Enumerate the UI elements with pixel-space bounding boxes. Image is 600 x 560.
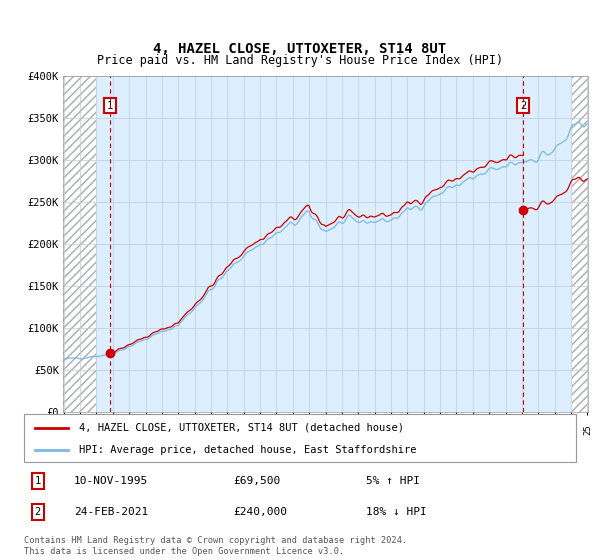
Text: 07: 07 xyxy=(288,424,297,435)
Text: 2: 2 xyxy=(35,507,41,517)
Text: 5% ↑ HPI: 5% ↑ HPI xyxy=(366,476,420,486)
Text: 18% ↓ HPI: 18% ↓ HPI xyxy=(366,507,427,517)
Text: 1: 1 xyxy=(35,476,41,486)
Text: 2: 2 xyxy=(520,101,526,111)
Text: 93: 93 xyxy=(59,424,68,435)
Text: 17: 17 xyxy=(452,424,461,435)
Text: 05: 05 xyxy=(256,424,265,435)
Text: 12: 12 xyxy=(370,424,379,435)
Text: Contains HM Land Registry data © Crown copyright and database right 2024.: Contains HM Land Registry data © Crown c… xyxy=(24,536,407,545)
Text: 96: 96 xyxy=(108,424,117,435)
Text: 25: 25 xyxy=(583,424,592,435)
Text: Price paid vs. HM Land Registry's House Price Index (HPI): Price paid vs. HM Land Registry's House … xyxy=(97,54,503,67)
Text: HPI: Average price, detached house, East Staffordshire: HPI: Average price, detached house, East… xyxy=(79,445,416,455)
Text: 1: 1 xyxy=(107,101,113,111)
Text: 00: 00 xyxy=(174,424,183,435)
Text: 21: 21 xyxy=(517,424,526,435)
Text: 14: 14 xyxy=(403,424,412,435)
Text: 23: 23 xyxy=(550,424,559,435)
Text: 01: 01 xyxy=(190,424,199,435)
Text: 10: 10 xyxy=(337,424,346,435)
Text: 95: 95 xyxy=(92,424,101,435)
Text: 99: 99 xyxy=(157,424,166,435)
Text: 09: 09 xyxy=(321,424,330,435)
Text: 02: 02 xyxy=(206,424,215,435)
Text: 15: 15 xyxy=(419,424,428,435)
Text: 24-FEB-2021: 24-FEB-2021 xyxy=(74,507,148,517)
Text: £69,500: £69,500 xyxy=(234,476,281,486)
Text: 06: 06 xyxy=(272,424,281,435)
Bar xyxy=(572,76,589,412)
Text: 94: 94 xyxy=(76,424,85,435)
Bar xyxy=(63,76,97,412)
Text: 20: 20 xyxy=(501,424,510,435)
Bar xyxy=(63,76,97,412)
Text: 22: 22 xyxy=(534,424,543,435)
Text: 16: 16 xyxy=(436,424,445,435)
Text: 24: 24 xyxy=(566,424,575,435)
Text: 19: 19 xyxy=(485,424,494,435)
Text: 04: 04 xyxy=(239,424,248,435)
Text: £240,000: £240,000 xyxy=(234,507,288,517)
Text: 08: 08 xyxy=(305,424,314,435)
Text: 97: 97 xyxy=(125,424,134,435)
Bar xyxy=(572,76,589,412)
Text: 10-NOV-1995: 10-NOV-1995 xyxy=(74,476,148,486)
Text: 98: 98 xyxy=(141,424,150,435)
Text: 18: 18 xyxy=(468,424,477,435)
Text: 13: 13 xyxy=(386,424,395,435)
FancyBboxPatch shape xyxy=(24,414,576,462)
Text: 4, HAZEL CLOSE, UTTOXETER, ST14 8UT: 4, HAZEL CLOSE, UTTOXETER, ST14 8UT xyxy=(154,42,446,56)
Text: 11: 11 xyxy=(354,424,363,435)
Text: This data is licensed under the Open Government Licence v3.0.: This data is licensed under the Open Gov… xyxy=(24,547,344,556)
Text: 4, HAZEL CLOSE, UTTOXETER, ST14 8UT (detached house): 4, HAZEL CLOSE, UTTOXETER, ST14 8UT (det… xyxy=(79,423,404,433)
Text: 03: 03 xyxy=(223,424,232,435)
